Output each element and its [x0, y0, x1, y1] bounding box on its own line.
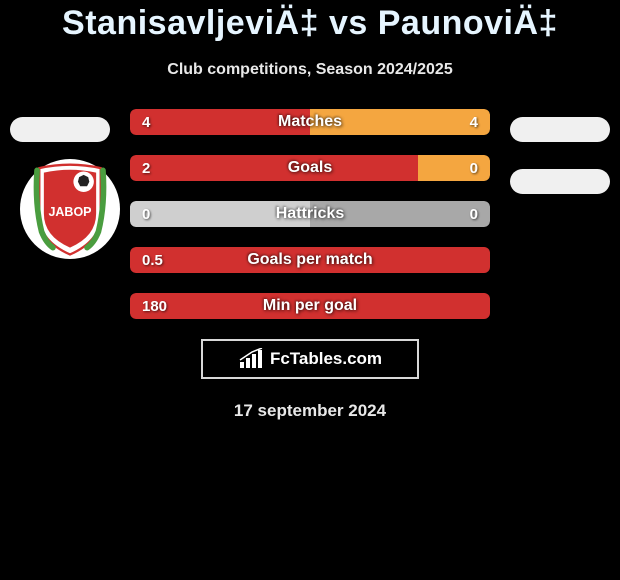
footer-date: 17 september 2024 [0, 401, 620, 421]
stat-value-left: 0 [142, 206, 150, 223]
stat-value-right: 4 [470, 114, 478, 131]
page-title: StanisavljeviÄ‡ vs PaunoviÄ‡ [0, 4, 620, 43]
team-logo-badge: JABOP [20, 159, 120, 259]
page-subtitle: Club competitions, Season 2024/2025 [0, 61, 620, 79]
stat-value-left: 180 [142, 298, 167, 315]
player-left-badge-placeholder [10, 117, 110, 142]
stat-row: Min per goal180 [130, 293, 490, 319]
stat-label: Goals per match [130, 251, 490, 269]
stat-row: Hattricks0 0 [130, 201, 490, 227]
stat-row: Matches4 4 [130, 109, 490, 135]
stat-value-left: 0.5 [142, 252, 163, 269]
brand-text: FcTables.com [270, 349, 382, 369]
player-right-badge-placeholder-2 [510, 169, 610, 194]
bar-chart-icon [238, 348, 264, 370]
stat-label: Hattricks [130, 205, 490, 223]
main-container: StanisavljeviÄ‡ vs PaunoviÄ‡ Club compet… [0, 0, 620, 421]
stat-label: Goals [130, 159, 490, 177]
player-right-badge-placeholder-1 [510, 117, 610, 142]
shield-icon: JABOP [20, 159, 120, 259]
stat-value-right: 0 [470, 206, 478, 223]
stat-label: Min per goal [130, 297, 490, 315]
stat-value-right: 0 [470, 160, 478, 177]
stat-value-left: 2 [142, 160, 150, 177]
brand-box[interactable]: FcTables.com [201, 339, 419, 379]
logo-text: JABOP [48, 205, 91, 219]
stat-row: Goals per match0.5 [130, 247, 490, 273]
stats-area: JABOP Matches44Goals20Hattricks00Goals p… [0, 109, 620, 421]
stat-row: Goals2 0 [130, 155, 490, 181]
stat-value-left: 4 [142, 114, 150, 131]
stat-label: Matches [130, 113, 490, 131]
stat-rows-container: Matches44Goals20Hattricks00Goals per mat… [130, 109, 490, 319]
